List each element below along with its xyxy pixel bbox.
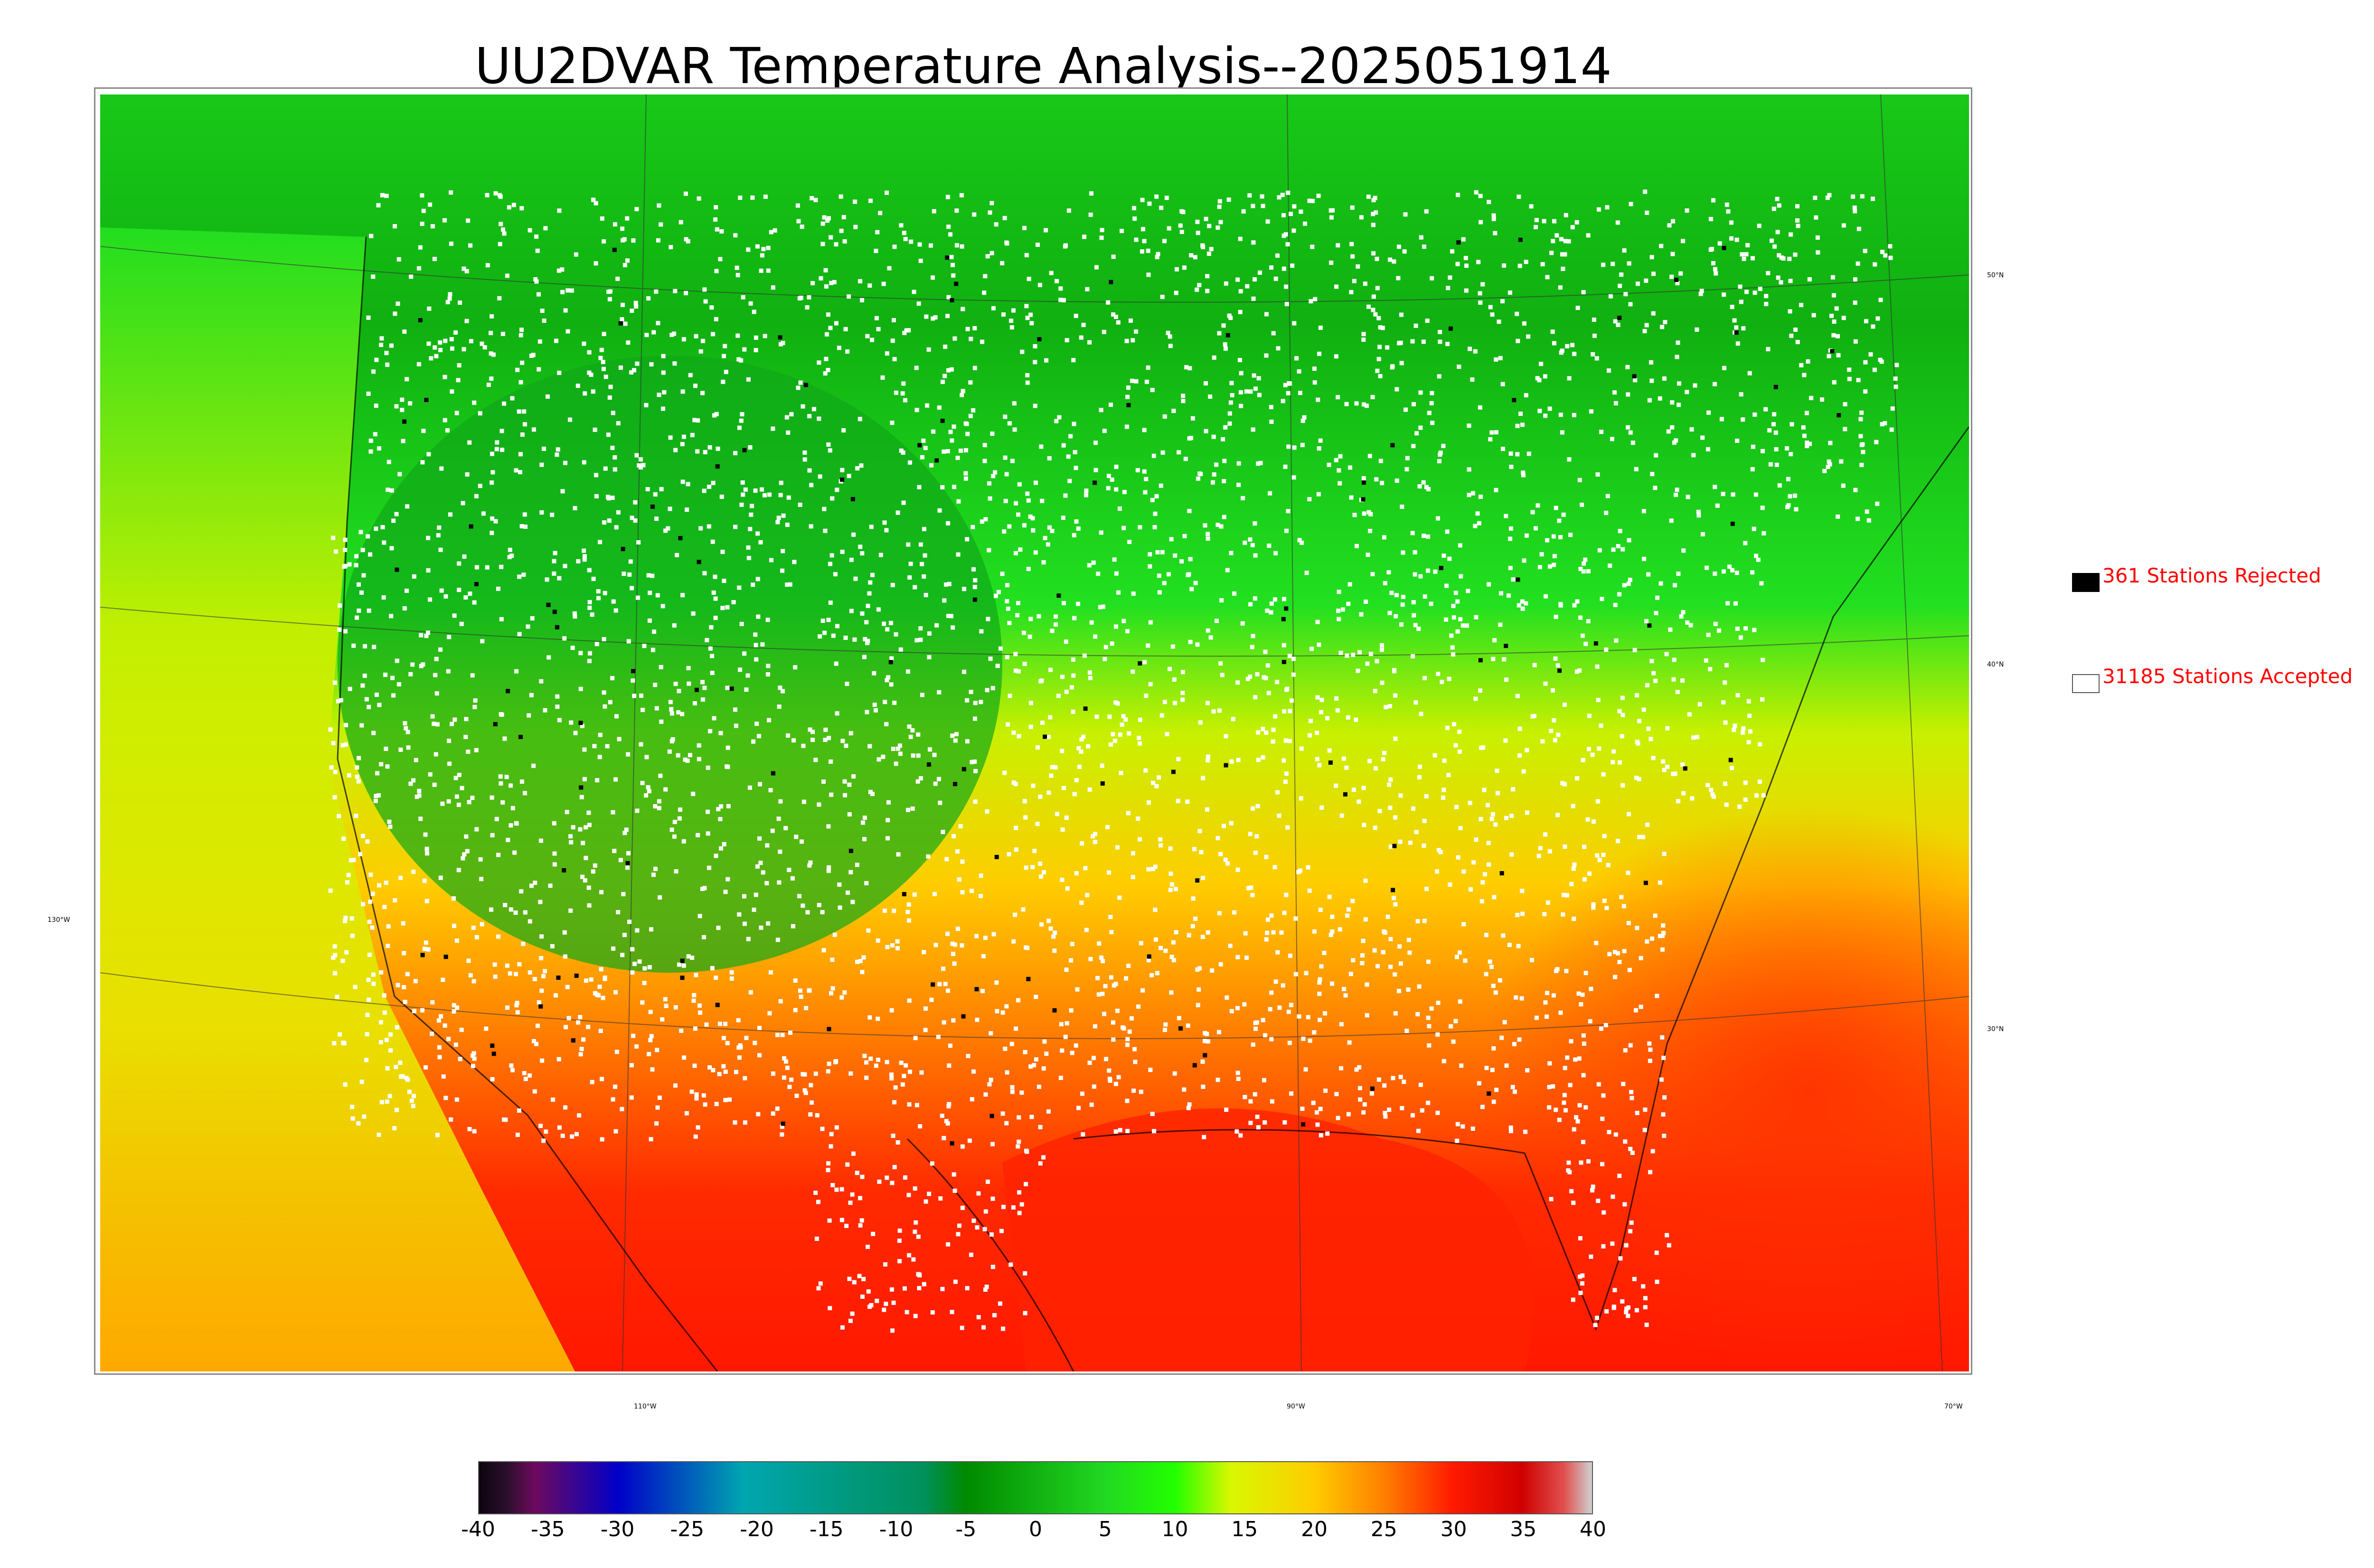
colorbar-tick-label: 5 [1098,1517,1112,1541]
lat-label-50n: 50°N [1987,272,2004,279]
lat-label-40n: 40°N [1987,661,2004,668]
lon-label-110w: 110°W [634,1403,657,1410]
colorbar-tick-label: -20 [740,1517,774,1541]
colorbar-tick-label: 40 [1580,1517,1606,1541]
colorbar-tick-label: -35 [530,1517,565,1541]
accepted-legend-label: 31185 Stations Accepted [2102,665,2353,688]
colorbar-tick-label: -30 [600,1517,635,1541]
lon-label-130w: 130°W [47,916,70,924]
rejected-station-markers [395,237,1841,1145]
lon-label-70w: 70°W [1944,1403,1963,1410]
page-title: UU2DVAR Temperature Analysis--2025051914 [475,37,1612,95]
temperature-colorbar [478,1461,1593,1514]
colorbar-tick-label: 35 [1510,1517,1537,1541]
colorbar-tick-label: 30 [1440,1517,1467,1541]
atlantic-warm-region [1477,807,1969,1371]
accepted-station-markers [328,189,1899,1333]
colorbar-tick-label: 20 [1301,1517,1328,1541]
rejected-legend-label: 361 Stations Rejected [2102,564,2321,587]
accepted-legend-swatch [2072,674,2100,693]
colorbar-tick-label: 25 [1370,1517,1397,1541]
coastlines [337,236,1969,1371]
colorbar-tick-label: 10 [1161,1517,1188,1541]
colorbar-tick-label: -5 [955,1517,977,1541]
colorbar-tick-label: -15 [809,1517,844,1541]
temperature-map [100,94,1969,1371]
lat-label-30n: 30°N [1987,1025,2004,1033]
colorbar-tick-label: -40 [461,1517,495,1541]
colorbar-tick-label: -25 [670,1517,705,1541]
gulf-of-mexico [1002,1108,1534,1371]
rockies-cool-region [338,356,1002,973]
lon-label-90w: 90°W [1287,1403,1305,1410]
colorbar-tick-label: -10 [879,1517,914,1541]
map-frame [94,87,1972,1375]
colorbar-tick-label: 15 [1231,1517,1258,1541]
colorbar-tick-label: 0 [1029,1517,1042,1541]
graticule [100,94,1969,1371]
rejected-legend-swatch [2072,573,2100,592]
pacific-ocean [100,227,575,1371]
